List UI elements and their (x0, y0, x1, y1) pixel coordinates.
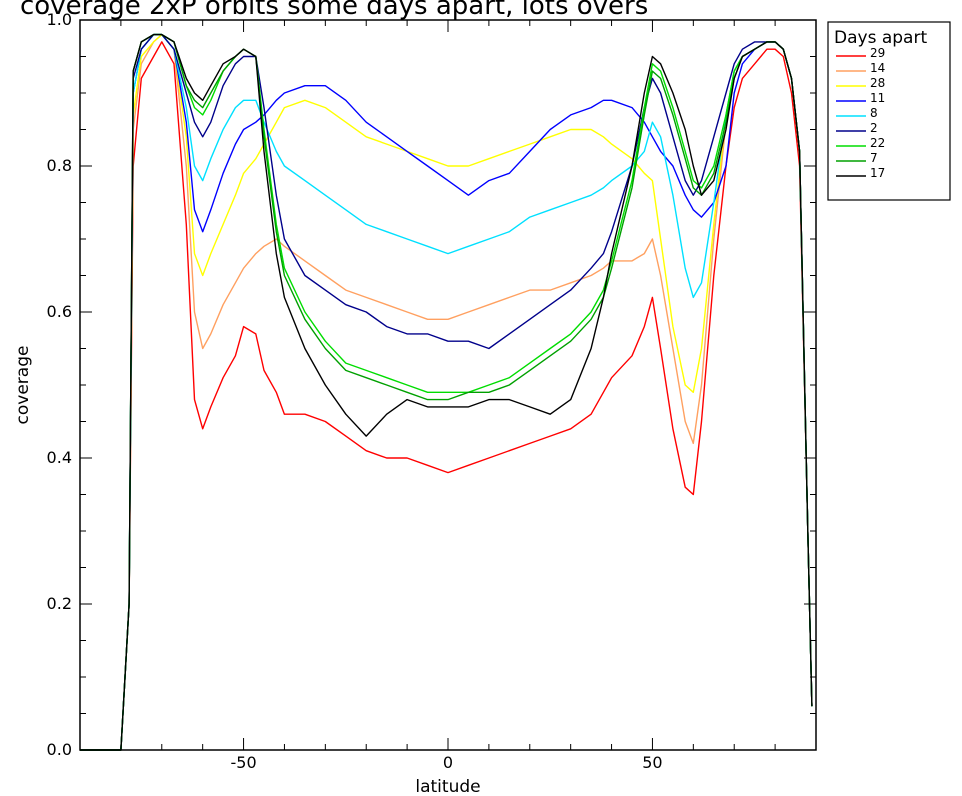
x-tick-label: 50 (642, 753, 662, 772)
legend-label-8: 8 (870, 106, 878, 120)
x-tick-label: 0 (443, 753, 453, 772)
y-axis-label: coverage (13, 346, 33, 425)
legend-label-28: 28 (870, 76, 885, 90)
legend-label-22: 22 (870, 136, 885, 150)
legend-label-7: 7 (870, 151, 878, 165)
legend-frame (827, 21, 951, 201)
legend-title: Days apart (834, 28, 927, 48)
x-tick-label: -50 (230, 753, 256, 772)
legend-label-11: 11 (870, 91, 885, 105)
chart-title: coverage 2xP orbits some days apart, lot… (20, 0, 648, 21)
y-tick-label: 1.0 (47, 10, 72, 29)
y-tick-label: 0.2 (47, 594, 72, 613)
plot-frame (79, 19, 817, 751)
legend-label-2: 2 (870, 121, 878, 135)
y-tick-label: 0.4 (47, 448, 72, 467)
series-line-11 (80, 33, 813, 751)
legend-label-29: 29 (870, 46, 885, 60)
x-axis-label: latitude (415, 777, 480, 796)
series-line-17 (80, 33, 813, 751)
y-tick-label: 0.0 (47, 740, 72, 759)
y-tick-label: 0.8 (47, 156, 72, 175)
ticks-layer: -50 0 50 0.0 0.2 0.4 0.6 0.8 1.0 (47, 10, 816, 772)
series-line-29 (80, 41, 813, 751)
legend-label-14: 14 (870, 61, 885, 75)
legend-label-17: 17 (870, 166, 885, 180)
series-line-22 (80, 33, 813, 751)
y-tick-label: 0.6 (47, 302, 72, 321)
series-layer (80, 33, 813, 751)
series-line-2 (80, 33, 813, 751)
